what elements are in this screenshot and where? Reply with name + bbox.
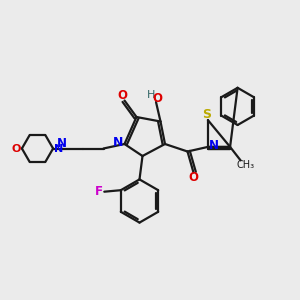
Text: O: O bbox=[152, 92, 163, 105]
Text: O: O bbox=[188, 171, 199, 184]
Text: O: O bbox=[12, 143, 21, 154]
Text: N: N bbox=[113, 136, 123, 149]
Text: CH₃: CH₃ bbox=[236, 160, 254, 170]
Text: H: H bbox=[147, 90, 156, 100]
Text: O: O bbox=[117, 89, 127, 103]
Text: N: N bbox=[209, 139, 219, 152]
Text: N: N bbox=[54, 143, 63, 154]
Text: F: F bbox=[95, 185, 103, 198]
Text: N: N bbox=[56, 136, 67, 150]
Text: S: S bbox=[202, 108, 211, 121]
